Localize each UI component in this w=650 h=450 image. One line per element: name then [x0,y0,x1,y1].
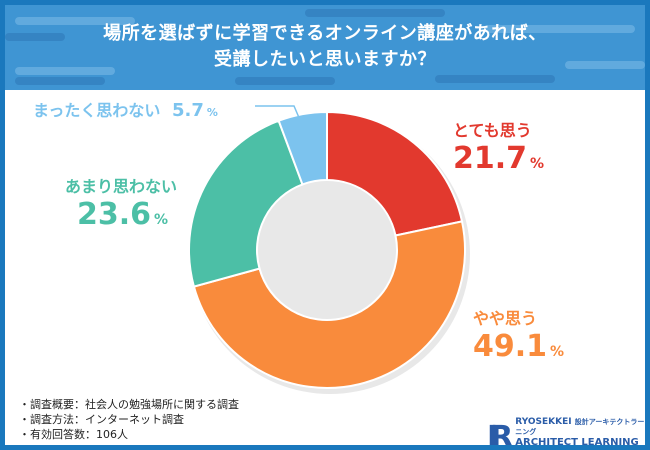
slice-1-value: 49.1 [473,329,548,364]
label-slice-3: まったく思わない 5.7% [33,97,218,121]
label-slice-1: やや思う 49.1% [473,305,564,364]
donut-slice-1 [192,220,466,389]
donut-slice-3 [277,110,328,186]
donut-chart [188,105,470,394]
infographic-frame: 場所を選ばずに学習できるオンライン講座があれば、 受講したいと思いますか？ とて… [5,5,645,445]
donut-slice-0 [326,110,464,237]
title-line-1: 場所を選ばずに学習できるオンライン講座があれば、 [103,23,547,44]
donut-slice-2 [188,119,304,288]
note-overview: ・調査概要：社会人の勉強場所に関する調査 [19,398,239,411]
slice-0-name: とても思う [453,121,532,140]
note-method: ・調査方法：インターネット調査 [19,413,184,426]
percent-sign: % [154,212,169,228]
survey-notes: ・調査概要：社会人の勉強場所に関する調査 ・調査方法：インターネット調査 ・有効… [19,397,239,442]
slice-1-name: やや思う [473,309,538,328]
slice-0-value: 21.7 [453,141,528,176]
slice-3-leader-line [255,105,301,121]
title-banner: 場所を選ばずに学習できるオンライン講座があれば、 受講したいと思いますか？ [5,5,645,90]
title-line-2: 受講したいと思いますか？ [214,49,436,70]
slice-2-value: 23.6 [77,197,152,232]
note-respondents: ・有効回答数：106人 [19,428,128,441]
label-slice-0: とても思う 21.7% [453,117,544,176]
ryosekkei-logo: IR RYOSEKKEI 設計アーキテクトラーニング ARCHITECT LEA… [487,417,645,445]
slice-3-value: 5.7 [171,100,204,121]
percent-sign: % [550,344,565,360]
label-slice-2: あまり思わない 23.6% [65,173,177,232]
percent-sign: % [206,106,218,119]
percent-sign: % [530,156,545,172]
slice-2-name: あまり思わない [65,177,178,196]
slice-3-name: まったく思わない [33,101,161,120]
